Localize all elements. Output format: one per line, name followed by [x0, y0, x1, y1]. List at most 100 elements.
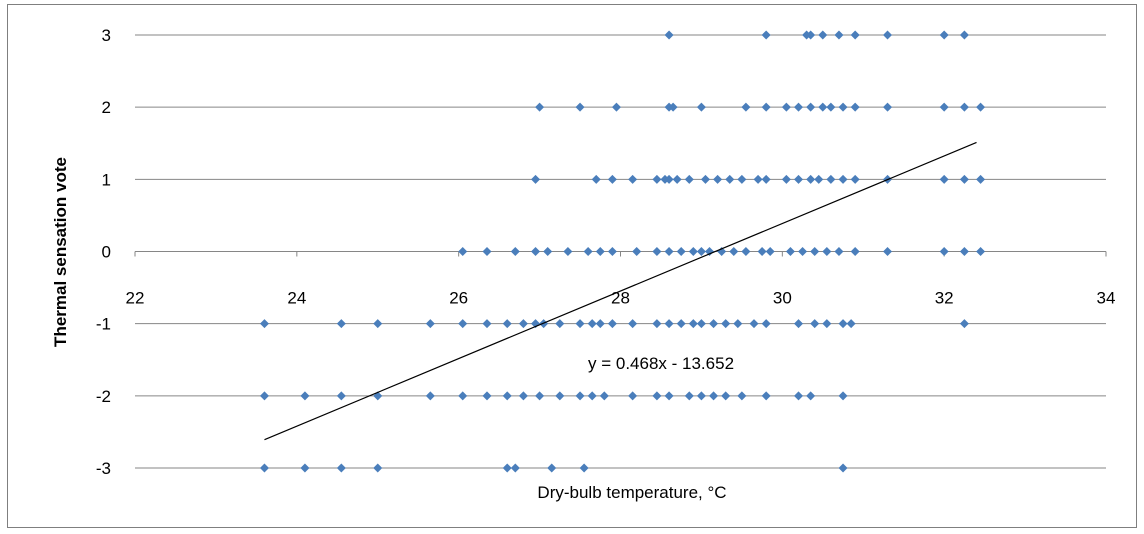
data-point	[482, 319, 492, 329]
data-point	[373, 463, 383, 473]
data-point	[959, 319, 969, 329]
data-point	[838, 391, 848, 401]
data-point	[700, 174, 710, 184]
data-point	[595, 319, 605, 329]
data-point	[664, 319, 674, 329]
data-point	[741, 247, 751, 256]
trendline	[264, 141, 977, 441]
data-point	[721, 319, 731, 329]
data-point	[259, 463, 269, 473]
data-point	[781, 174, 791, 184]
data-point	[482, 247, 492, 256]
trendline-equation: y = 0.468x - 13.652	[588, 354, 734, 373]
data-point	[676, 319, 686, 329]
data-point	[794, 174, 804, 184]
data-point	[336, 319, 346, 329]
data-point	[725, 174, 735, 184]
data-point	[834, 247, 844, 256]
data-point	[668, 102, 678, 112]
data-point	[583, 247, 593, 256]
data-point	[737, 174, 747, 184]
data-point	[781, 102, 791, 112]
chart-frame	[7, 4, 1137, 528]
data-point	[628, 391, 638, 401]
data-point	[761, 319, 771, 329]
data-point	[959, 30, 969, 40]
data-point	[510, 463, 520, 473]
data-point	[336, 391, 346, 401]
data-point	[535, 391, 545, 401]
data-point	[652, 391, 662, 401]
y-tick-label: -3	[96, 459, 111, 478]
data-point	[826, 174, 836, 184]
data-point	[587, 391, 597, 401]
data-point	[749, 319, 759, 329]
data-point	[798, 247, 808, 256]
x-tick-label: 22	[126, 289, 145, 308]
data-points	[259, 30, 986, 473]
x-axis-title: Dry-bulb temperature, °C	[537, 483, 726, 502]
data-point	[531, 174, 541, 184]
data-point	[652, 174, 662, 184]
data-point	[713, 174, 723, 184]
data-point	[531, 247, 541, 256]
data-point	[850, 30, 860, 40]
data-point	[761, 30, 771, 40]
data-point	[688, 247, 698, 256]
data-point	[761, 102, 771, 112]
data-point	[579, 463, 589, 473]
data-point	[696, 391, 706, 401]
data-point	[672, 174, 682, 184]
data-point	[729, 247, 739, 256]
data-point	[883, 247, 893, 256]
data-point	[846, 319, 856, 329]
x-tick-label: 34	[1097, 289, 1116, 308]
data-point	[705, 247, 715, 256]
data-point	[575, 102, 585, 112]
data-point	[785, 247, 795, 256]
data-point	[806, 174, 816, 184]
data-point	[765, 247, 775, 256]
data-point	[535, 102, 545, 112]
y-tick-label: 3	[102, 26, 111, 45]
data-point	[543, 247, 553, 256]
data-point	[814, 174, 824, 184]
data-point	[696, 319, 706, 329]
data-point	[458, 319, 468, 329]
data-point	[336, 463, 346, 473]
data-point	[373, 319, 383, 329]
data-point	[595, 247, 605, 256]
data-point	[737, 391, 747, 401]
data-point	[611, 102, 621, 112]
data-point	[761, 174, 771, 184]
data-point	[806, 391, 816, 401]
data-point	[794, 102, 804, 112]
data-point	[976, 174, 986, 184]
data-point	[684, 391, 694, 401]
data-point	[761, 391, 771, 401]
data-point	[753, 174, 763, 184]
data-point	[575, 391, 585, 401]
x-axis-ticks: 22 24 26 28 30 32 34	[126, 251, 1116, 308]
data-point	[688, 319, 698, 329]
data-point	[628, 319, 638, 329]
y-axis-title: Thermal sensation vote	[51, 157, 70, 347]
data-point	[300, 391, 310, 401]
data-point	[518, 391, 528, 401]
data-point	[664, 247, 674, 256]
data-point	[838, 319, 848, 329]
data-point	[300, 463, 310, 473]
data-point	[939, 174, 949, 184]
x-tick-label: 26	[449, 289, 468, 308]
data-point	[696, 247, 706, 256]
data-point	[664, 174, 674, 184]
x-tick-label: 32	[935, 289, 954, 308]
data-point	[818, 30, 828, 40]
data-point	[838, 174, 848, 184]
data-point	[510, 247, 520, 256]
data-point	[850, 102, 860, 112]
data-point	[733, 319, 743, 329]
data-point	[709, 391, 719, 401]
x-tick-label: 24	[287, 289, 306, 308]
